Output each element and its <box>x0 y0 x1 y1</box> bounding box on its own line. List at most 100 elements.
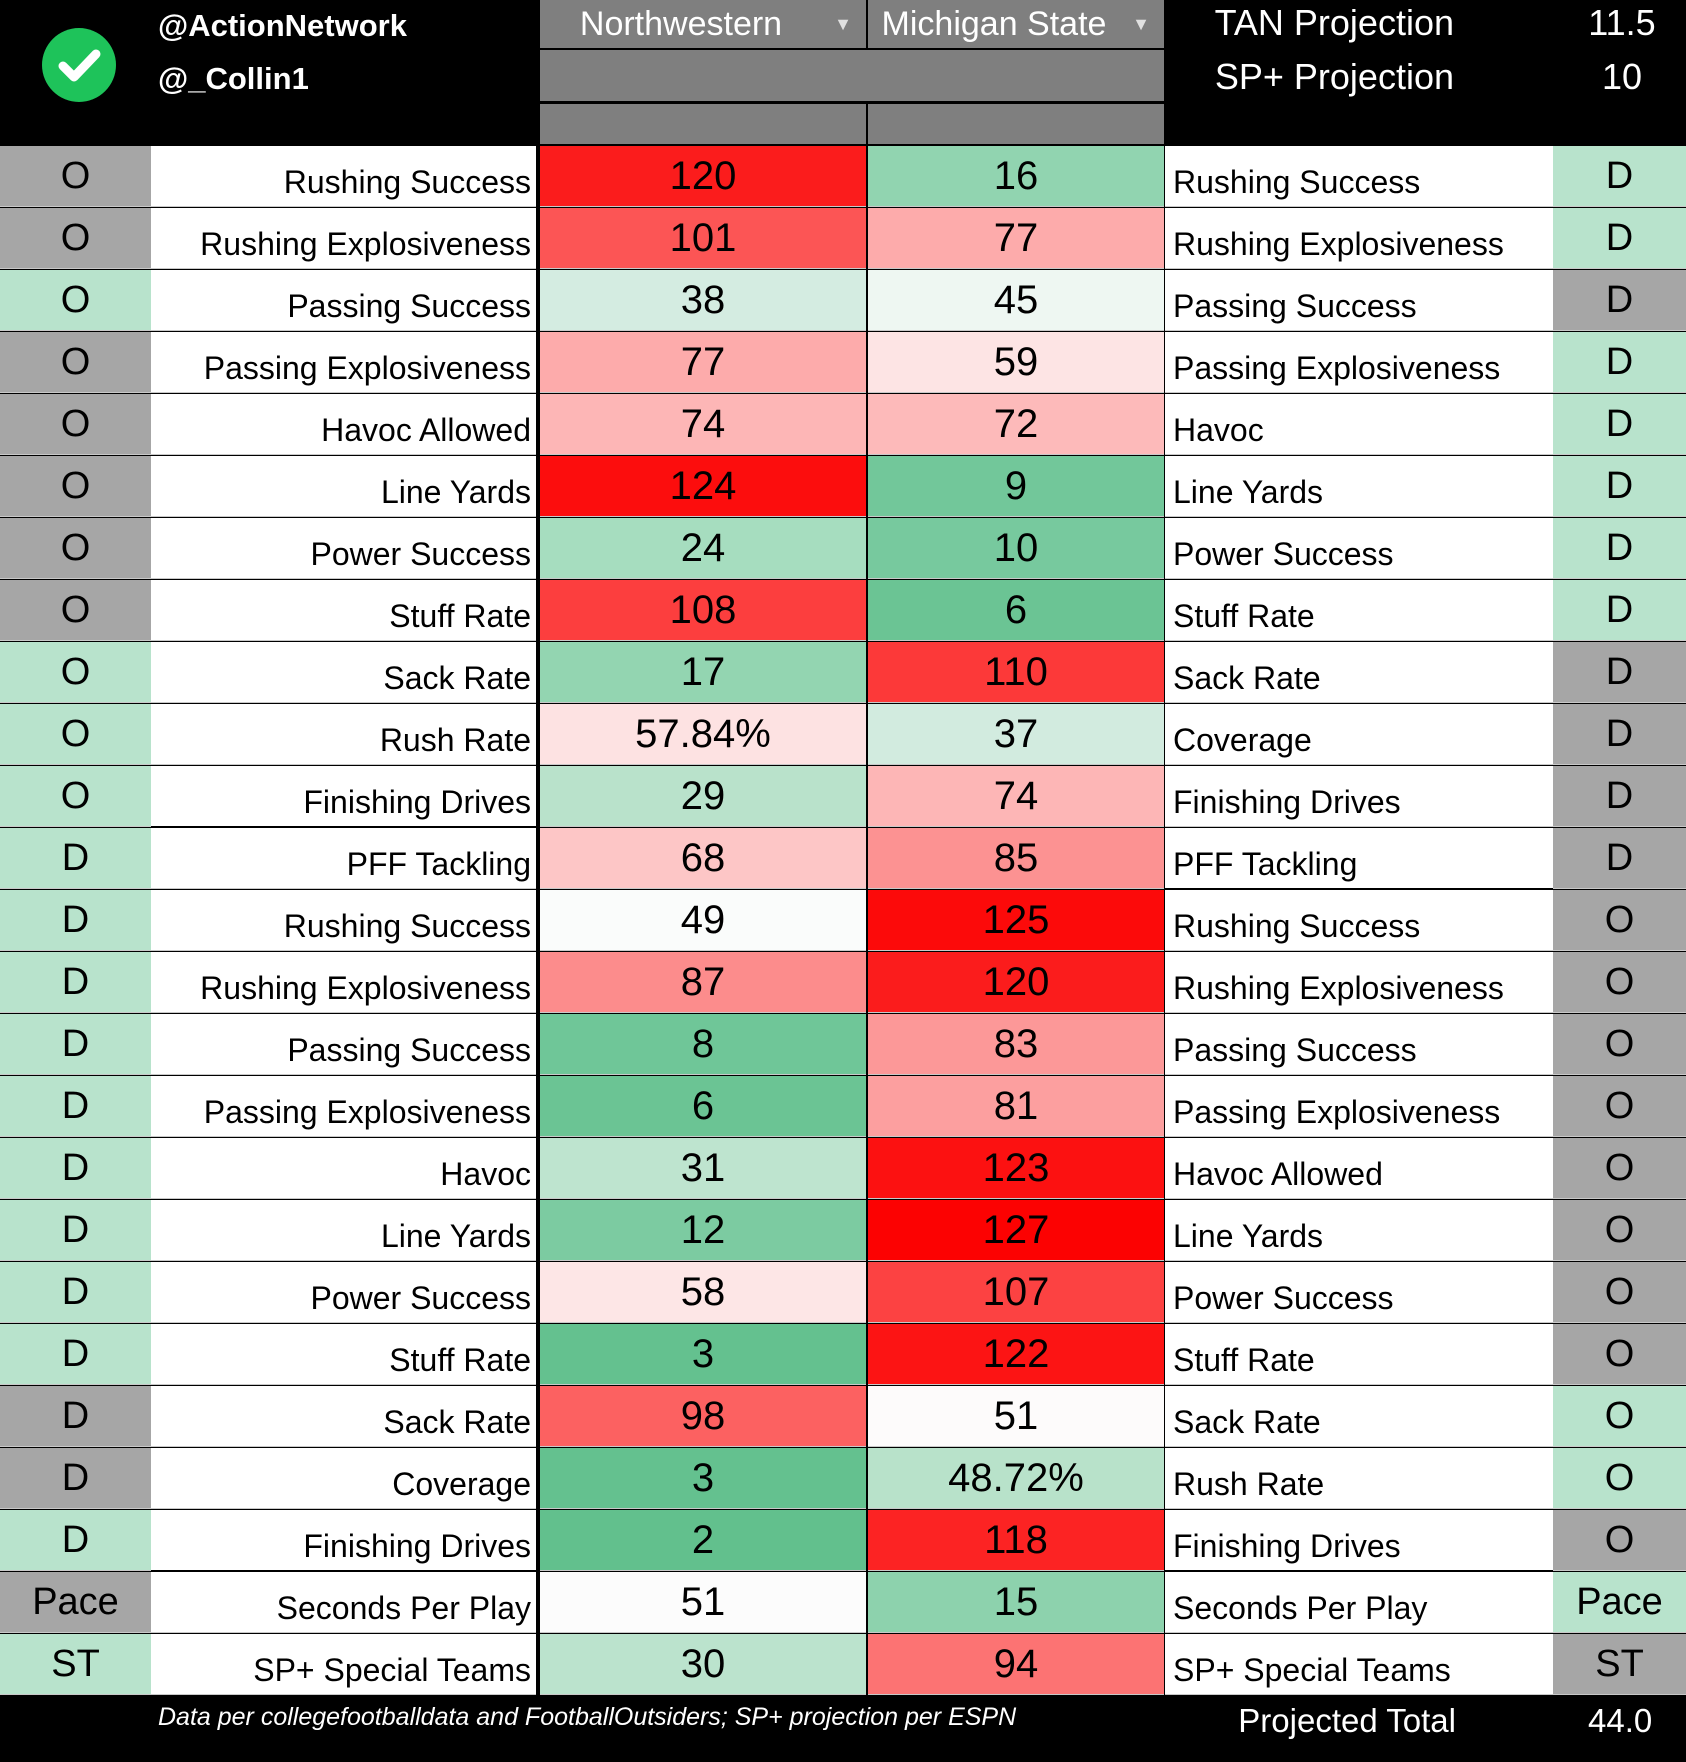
unit-tag-left[interactable]: D <box>0 1386 151 1447</box>
stat-value-left[interactable]: 98 <box>540 1386 866 1447</box>
stat-value-right[interactable]: 125 <box>868 890 1164 951</box>
stat-label-right[interactable]: PFF Tackling <box>1165 828 1553 889</box>
unit-tag-right[interactable]: O <box>1553 1510 1686 1571</box>
stat-value-left[interactable]: 6 <box>540 1076 866 1137</box>
unit-tag-left[interactable]: O <box>0 208 151 269</box>
unit-tag-right[interactable]: O <box>1553 890 1686 951</box>
stat-label-right[interactable]: Havoc Allowed <box>1165 1138 1553 1199</box>
stat-value-right[interactable]: 37 <box>868 704 1164 765</box>
unit-tag-right[interactable]: D <box>1553 580 1686 641</box>
stat-value-left[interactable]: 108 <box>540 580 866 641</box>
stat-label-left[interactable]: Havoc <box>151 1138 536 1199</box>
stat-value-right[interactable]: 107 <box>868 1262 1164 1323</box>
stat-label-right[interactable]: Stuff Rate <box>1165 580 1553 641</box>
unit-tag-right[interactable]: D <box>1553 332 1686 393</box>
unit-tag-left[interactable]: ST <box>0 1634 151 1695</box>
stat-value-right[interactable]: 10 <box>868 518 1164 579</box>
unit-tag-left[interactable]: D <box>0 1448 151 1509</box>
stat-value-right[interactable]: 110 <box>868 642 1164 703</box>
stat-value-left[interactable]: 3 <box>540 1324 866 1385</box>
stat-label-right[interactable]: Power Success <box>1165 518 1553 579</box>
stat-value-left[interactable]: 12 <box>540 1200 866 1261</box>
unit-tag-right[interactable]: O <box>1553 1138 1686 1199</box>
stat-label-right[interactable]: SP+ Special Teams <box>1165 1634 1553 1695</box>
stat-value-right[interactable]: 74 <box>868 766 1164 827</box>
stat-value-right[interactable]: 72 <box>868 394 1164 455</box>
stat-value-right[interactable]: 120 <box>868 952 1164 1013</box>
stat-value-left[interactable]: 77 <box>540 332 866 393</box>
unit-tag-left[interactable]: O <box>0 332 151 393</box>
stat-value-right[interactable]: 81 <box>868 1076 1164 1137</box>
unit-tag-right[interactable]: O <box>1553 1324 1686 1385</box>
unit-tag-right[interactable]: O <box>1553 1386 1686 1447</box>
stat-label-right[interactable]: Finishing Drives <box>1165 1510 1553 1571</box>
stat-label-right[interactable]: Passing Explosiveness <box>1165 1076 1553 1137</box>
stat-label-right[interactable]: Sack Rate <box>1165 1386 1553 1447</box>
stat-value-left[interactable]: 51 <box>540 1572 866 1633</box>
unit-tag-left[interactable]: O <box>0 394 151 455</box>
stat-label-left[interactable]: Seconds Per Play <box>151 1572 536 1633</box>
stat-label-right[interactable]: Line Yards <box>1165 456 1553 517</box>
stat-label-right[interactable]: Rushing Explosiveness <box>1165 208 1553 269</box>
unit-tag-left[interactable]: D <box>0 1262 151 1323</box>
stat-value-right[interactable]: 118 <box>868 1510 1164 1571</box>
stat-value-right[interactable]: 94 <box>868 1634 1164 1695</box>
stat-value-right[interactable]: 127 <box>868 1200 1164 1261</box>
stat-label-left[interactable]: Rushing Explosiveness <box>151 208 536 269</box>
team-select-left[interactable]: Northwestern ▼ <box>540 0 866 48</box>
stat-value-right[interactable]: 59 <box>868 332 1164 393</box>
unit-tag-left[interactable]: O <box>0 642 151 703</box>
unit-tag-right[interactable]: O <box>1553 1262 1686 1323</box>
team-select-right[interactable]: Michigan State ▼ <box>868 0 1164 48</box>
unit-tag-right[interactable]: D <box>1553 766 1686 827</box>
stat-label-left[interactable]: PFF Tackling <box>151 828 536 889</box>
stat-label-right[interactable]: Rushing Success <box>1165 146 1553 207</box>
stat-label-left[interactable]: Rushing Success <box>151 890 536 951</box>
stat-value-left[interactable]: 68 <box>540 828 866 889</box>
stat-label-right[interactable]: Line Yards <box>1165 1200 1553 1261</box>
unit-tag-left[interactable]: O <box>0 518 151 579</box>
stat-value-left[interactable]: 8 <box>540 1014 866 1075</box>
stat-value-left[interactable]: 29 <box>540 766 866 827</box>
stat-value-left[interactable]: 49 <box>540 890 866 951</box>
stat-label-right[interactable]: Seconds Per Play <box>1165 1572 1553 1633</box>
unit-tag-left[interactable]: O <box>0 766 151 827</box>
stat-label-left[interactable]: Coverage <box>151 1448 536 1509</box>
stat-value-right[interactable]: 77 <box>868 208 1164 269</box>
unit-tag-left[interactable]: D <box>0 1076 151 1137</box>
stat-label-left[interactable]: Havoc Allowed <box>151 394 536 455</box>
stat-value-left[interactable]: 101 <box>540 208 866 269</box>
stat-label-right[interactable]: Havoc <box>1165 394 1553 455</box>
stat-value-left[interactable]: 87 <box>540 952 866 1013</box>
stat-label-left[interactable]: Passing Explosiveness <box>151 1076 536 1137</box>
unit-tag-right[interactable]: D <box>1553 642 1686 703</box>
stat-label-right[interactable]: Passing Success <box>1165 1014 1553 1075</box>
stat-label-left[interactable]: Stuff Rate <box>151 1324 536 1385</box>
stat-value-left[interactable]: 58 <box>540 1262 866 1323</box>
unit-tag-left[interactable]: D <box>0 828 151 889</box>
stat-label-right[interactable]: Coverage <box>1165 704 1553 765</box>
stat-value-right[interactable]: 51 <box>868 1386 1164 1447</box>
stat-value-left[interactable]: 17 <box>540 642 866 703</box>
stat-label-right[interactable]: Sack Rate <box>1165 642 1553 703</box>
stat-value-right[interactable]: 6 <box>868 580 1164 641</box>
stat-label-left[interactable]: SP+ Special Teams <box>151 1634 536 1695</box>
stat-label-right[interactable]: Finishing Drives <box>1165 766 1553 827</box>
unit-tag-left[interactable]: O <box>0 146 151 207</box>
unit-tag-left[interactable]: D <box>0 1324 151 1385</box>
unit-tag-left[interactable]: D <box>0 1510 151 1571</box>
stat-label-left[interactable]: Power Success <box>151 518 536 579</box>
stat-value-right[interactable]: 45 <box>868 270 1164 331</box>
unit-tag-right[interactable]: D <box>1553 394 1686 455</box>
unit-tag-right[interactable]: Pace <box>1553 1572 1686 1633</box>
stat-value-left[interactable]: 57.84% <box>540 704 866 765</box>
stat-label-right[interactable]: Passing Explosiveness <box>1165 332 1553 393</box>
stat-label-right[interactable]: Rushing Explosiveness <box>1165 952 1553 1013</box>
stat-value-right[interactable]: 83 <box>868 1014 1164 1075</box>
unit-tag-right[interactable]: O <box>1553 1076 1686 1137</box>
unit-tag-left[interactable]: D <box>0 1138 151 1199</box>
stat-value-left[interactable]: 3 <box>540 1448 866 1509</box>
stat-label-left[interactable]: Passing Success <box>151 270 536 331</box>
unit-tag-right[interactable]: ST <box>1553 1634 1686 1695</box>
stat-value-left[interactable]: 124 <box>540 456 866 517</box>
